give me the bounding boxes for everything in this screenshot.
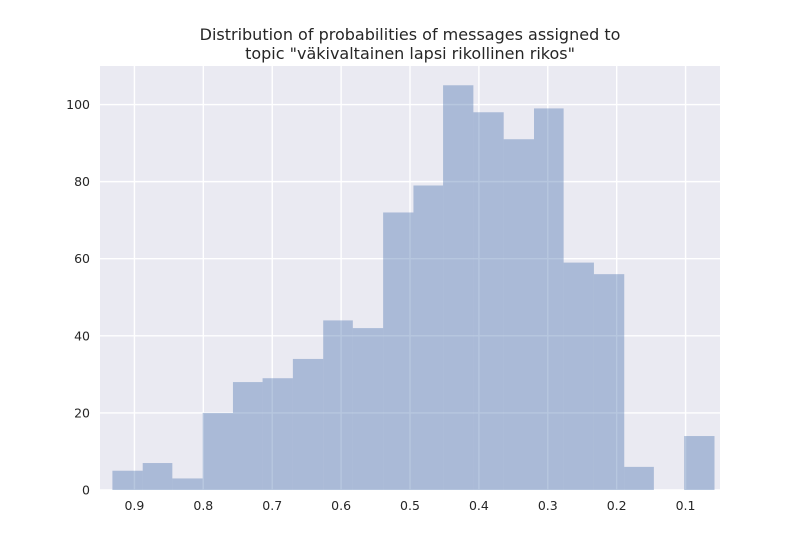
histogram-bar-17 [624,466,654,490]
histogram-bar-15 [563,262,594,490]
y-tick-label-3: 60 [74,251,90,266]
x-tick-label-5: 0.4 [469,498,489,513]
x-axis-tick-labels: 0.9 0.8 0.7 0.6 0.5 0.4 0.3 0.2 0.1 [124,498,695,513]
histogram-bar-11 [443,85,474,490]
histogram-bar-0 [112,470,143,490]
histogram-bar-9 [383,212,414,491]
histogram-bar-7 [323,320,353,490]
histogram-bar-5 [262,378,293,490]
histogram-bar-4 [232,382,263,490]
x-tick-label-1: 0.8 [193,498,213,513]
histogram-bar-14 [534,108,564,491]
y-tick-label-5: 100 [66,97,90,112]
x-tick-label-8: 0.1 [676,498,696,513]
x-tick-label-4: 0.5 [400,498,420,513]
x-tick-label-2: 0.7 [262,498,282,513]
y-tick-label-0: 0 [82,483,90,498]
x-tick-label-6: 0.3 [538,498,558,513]
histogram-bar-3 [202,412,233,490]
histogram-bar-10 [413,185,444,490]
chart-title-line-1: Distribution of probabilities of message… [200,25,621,44]
chart-title-line-2: topic "väkivaltainen lapsi rikollinen ri… [245,44,575,63]
grid-lines [100,66,720,491]
y-tick-label-1: 20 [74,405,90,420]
y-tick-label-4: 80 [74,174,90,189]
x-tick-label-0: 0.9 [124,498,144,513]
histogram-bar-12 [473,112,504,490]
histogram-bars [112,85,715,491]
histogram-bar-16 [593,274,625,490]
x-tick-label-7: 0.2 [607,498,627,513]
histogram-bar-6 [292,358,324,490]
histogram-bar-8 [352,328,384,490]
x-tick-label-3: 0.6 [331,498,351,513]
histogram-bar-2 [172,478,203,490]
histogram-bar-13 [503,139,534,490]
y-axis-tick-labels: 0 20 40 60 80 100 [66,97,90,497]
histogram-bar-1 [142,463,173,490]
histogram-bar-19 [684,436,715,490]
y-tick-label-2: 40 [74,328,90,343]
